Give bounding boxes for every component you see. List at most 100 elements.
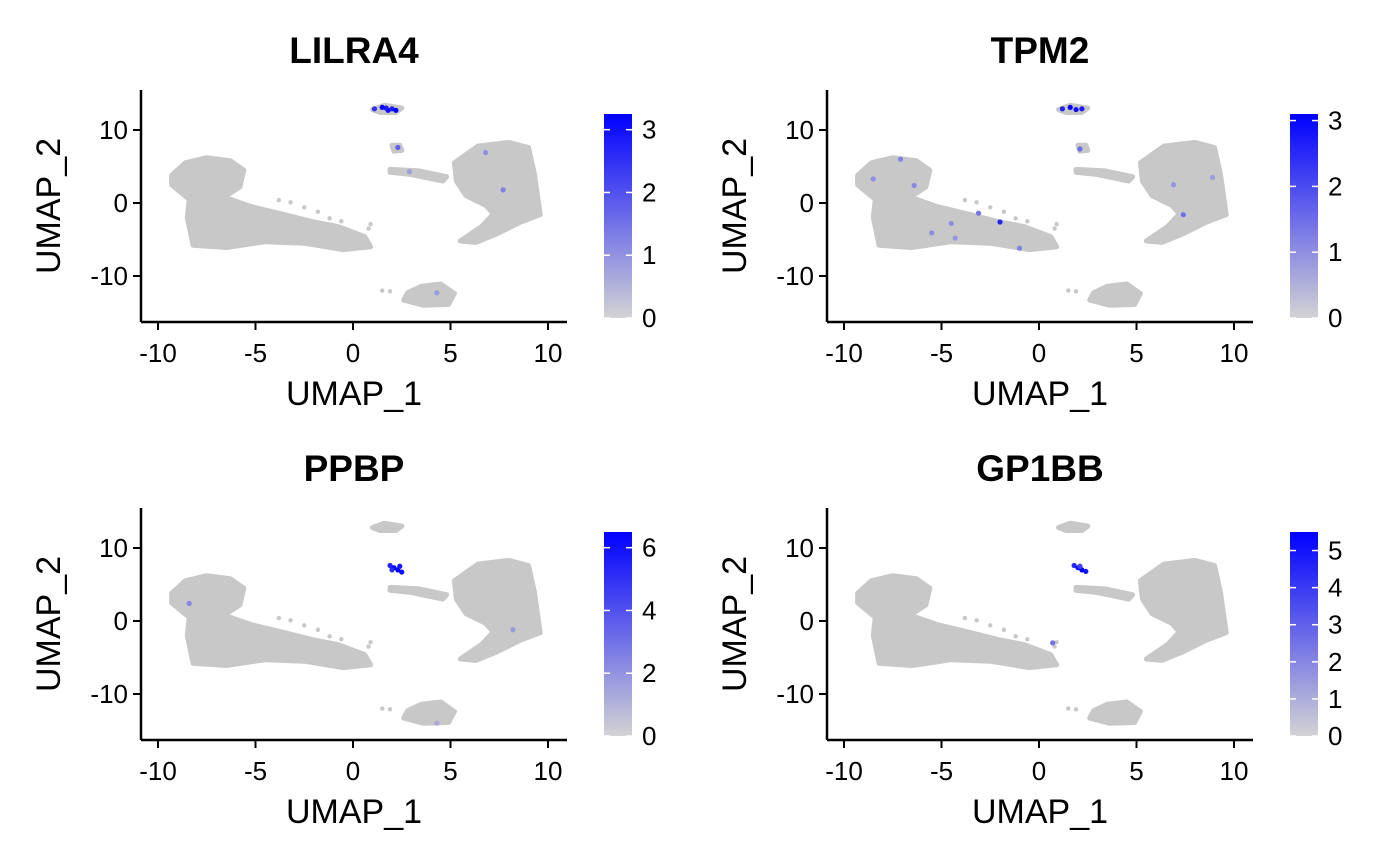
x-tick-label: 5 [443,756,457,786]
cluster-group [855,520,1229,726]
x-tick-label: 10 [1220,756,1249,786]
x-tick-label: -10 [825,756,863,786]
x-tick-label: -10 [825,338,863,368]
cell-point [302,623,307,628]
cell-point [1040,233,1046,239]
y-axis-label: UMAP_2 [30,138,68,274]
expressing-cell-point [997,219,1003,225]
expressing-cell-point [510,627,516,633]
x-tick-label: 5 [1129,756,1143,786]
expressing-cell-point [397,563,403,569]
colorbar-tick-label: 2 [1328,171,1342,201]
y-tick-label: 10 [785,115,814,145]
cell-point [315,209,321,214]
cell-point [368,639,373,645]
colorbar-tick-label: 0 [642,303,656,333]
cell-point [947,625,952,630]
cell-point [1040,651,1046,657]
x-axis-label: UMAP_1 [286,793,422,831]
expressing-cell-point [1209,174,1216,181]
panel-title: LILRA4 [289,30,419,71]
colorbar-tick-label: 1 [1328,684,1342,714]
colorbar-tick-label: 3 [642,115,656,145]
cluster-top [370,520,405,533]
expressing-cell-point [389,106,395,112]
expressing-cell-point [186,600,192,607]
expressing-cell-point [500,187,506,193]
cell-point [366,226,371,231]
x-tick-label: 0 [346,338,360,368]
panel-lilra4: LILRA4 -10 -5 0 5 10 -10 0 10 UMAP_1 UMAP_2 0 1 2 3 [30,30,656,413]
cluster-right [1137,139,1229,245]
x-axis-label: UMAP_1 [286,375,422,413]
cell-point [988,205,993,210]
colorbar-tick-label: 2 [1328,647,1342,677]
cell-point [315,627,321,632]
y-tick-label: -10 [90,261,128,291]
expressing-cell-point [389,567,395,573]
x-tick-label: -5 [244,338,267,368]
expressing-cell-point [483,150,489,156]
cell-point [962,197,968,203]
cell-point [327,216,332,221]
y-tick-label: -10 [776,261,814,291]
cluster-bottom [1087,281,1143,308]
cell-point [380,706,385,711]
x-tick-label: 0 [1032,756,1046,786]
expressing-cell-point [379,104,385,110]
colorbar-tick-label: 2 [642,177,656,207]
panel-title: TPM2 [991,30,1090,71]
expressing-cell-point [434,290,440,296]
x-tick-label: -5 [930,338,953,368]
cell-point [974,200,979,205]
cell-point [368,221,373,227]
colorbar-tick-label: 0 [642,721,656,751]
expressing-cell-point [948,220,954,227]
colorbar-tick-label: 3 [1328,106,1342,136]
y-tick-label: 10 [99,533,128,563]
cluster-left [855,573,1060,671]
expressing-cell-point [1050,640,1056,646]
expressing-cell-point [1073,106,1079,113]
cluster-group [169,102,543,308]
colorbar-tick-label: 1 [1328,237,1342,267]
cell-point [288,200,293,205]
cluster-left [169,573,374,671]
cluster-right [1137,557,1229,663]
expressing-cell-point [383,105,389,111]
cell-point [1001,627,1007,632]
expressing-cell-point [1016,245,1023,251]
expressing-cell-point [1077,563,1083,569]
x-tick-label: 5 [1129,338,1143,368]
cluster-streak [1073,166,1136,184]
expressing-cell-point [399,569,405,575]
cluster-streak [387,166,450,184]
expressing-cell-point [1071,562,1077,569]
y-axis-label: UMAP_2 [716,138,754,274]
x-tick-label: -5 [930,756,953,786]
cell-point [327,634,332,639]
cell-point [962,615,968,621]
x-tick-label: -5 [244,756,267,786]
x-tick-label: 10 [1220,338,1249,368]
panel-gp1bb: GP1BB -10 -5 0 5 10 -10 0 10 UMAP_1 UMAP_2 0 1 2 3 4 5 [716,448,1342,831]
y-tick-label: 0 [114,606,128,636]
y-tick-label: 0 [800,606,814,636]
expressing-cell-point [1059,106,1065,112]
expressing-cell-point [1067,104,1073,110]
cluster-streak [1073,584,1136,602]
cell-point [302,205,307,210]
colorbar-tick-label: 4 [642,595,656,625]
cell-point [366,644,371,649]
cell-point [1025,219,1030,224]
expressing-cell-point [897,156,904,162]
cell-point [380,288,385,293]
colorbar-tick-label: 3 [1328,610,1342,640]
expressing-cell-point [952,235,958,241]
x-tick-label: -10 [139,338,177,368]
cell-point [1066,706,1071,711]
cell-point [276,197,282,203]
y-tick-label: 0 [800,188,814,218]
expressing-cell-point [371,106,378,112]
